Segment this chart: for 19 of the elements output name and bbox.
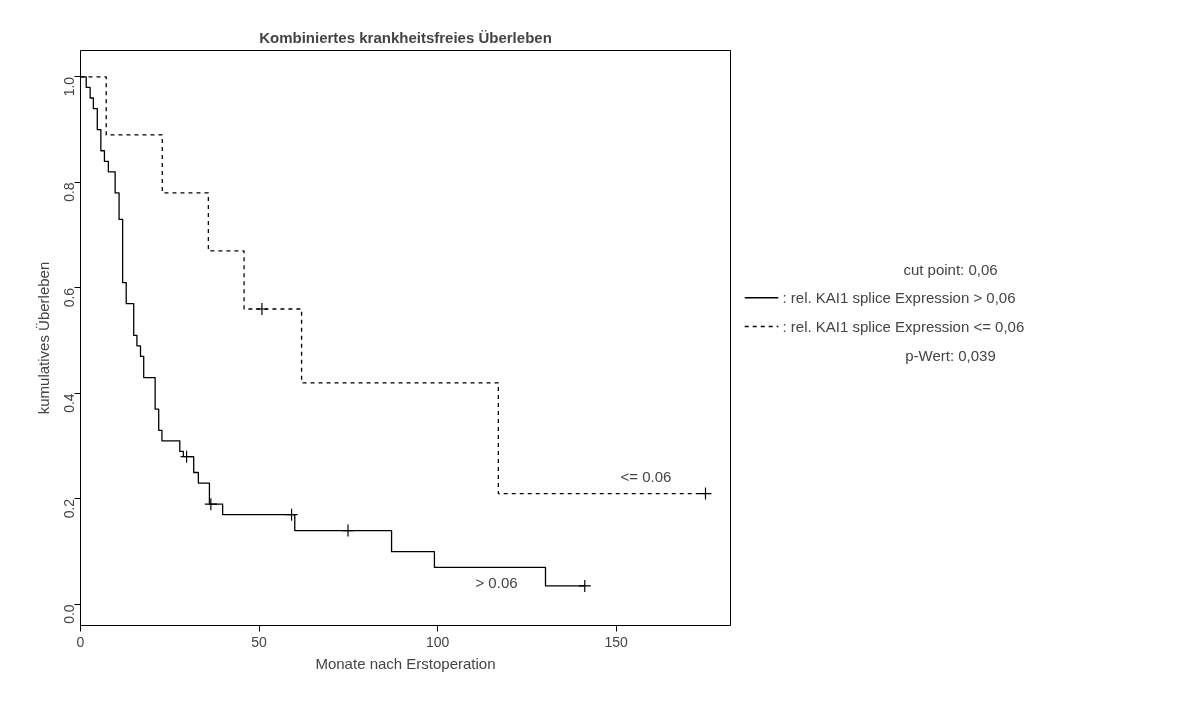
x-tick-label: 100: [425, 633, 450, 650]
y-tick-label: 0.8: [61, 182, 78, 202]
x-tick-label: 150: [604, 633, 629, 650]
y-tick-label: 1.0: [61, 76, 78, 97]
chart-title: Kombiniertes krankheitsfreies Überleben: [259, 28, 552, 46]
text: p-Wert: 0,039: [905, 346, 996, 364]
x-axis-title: Monate nach Erstoperation: [315, 654, 496, 672]
x-tick-label: 50: [251, 633, 268, 650]
annotation: > 0.06: [475, 573, 518, 591]
legend-label: : rel. KAI1 splice Expression <= 0,06: [782, 318, 1025, 335]
legend-label: : rel. KAI1 splice Expression > 0,06: [782, 289, 1016, 307]
legend-title: cut point: 0,06: [903, 260, 998, 278]
y-tick-label: 0.0: [61, 604, 78, 624]
x-tick-label: 0: [76, 633, 85, 650]
y-tick-label: 0.6: [61, 287, 78, 308]
annotation: <= 0.06: [620, 467, 672, 485]
y-tick-label: 0.4: [61, 393, 78, 413]
y-tick-label: 0.2: [61, 498, 78, 519]
y-axis-title: kumulatives Überleben: [34, 261, 52, 415]
